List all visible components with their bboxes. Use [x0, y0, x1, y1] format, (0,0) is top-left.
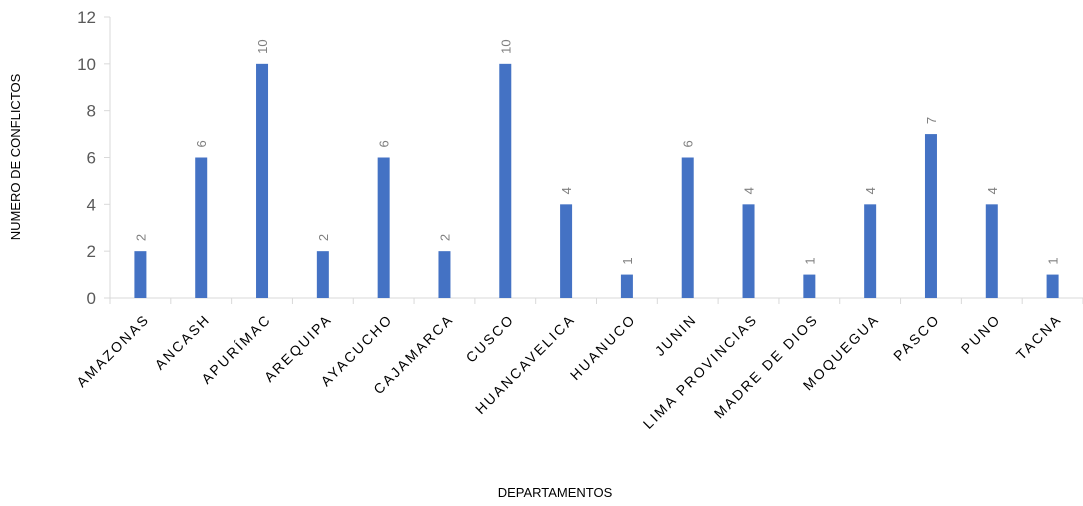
bar — [985, 204, 998, 298]
x-tick-label: MADRE DE DIOS — [711, 311, 822, 422]
bar — [803, 274, 816, 298]
bar — [256, 63, 269, 299]
data-label: 2 — [316, 234, 331, 241]
data-labels: 2 6 10 2 6 2 10 4 1 6 4 1 4 7 4 1 — [133, 39, 1060, 264]
y-axis-ticks: 0 2 4 6 8 10 12 — [77, 8, 110, 308]
data-label: 7 — [924, 117, 939, 124]
x-tick-label: PASCO — [890, 311, 943, 364]
bar — [499, 63, 512, 299]
x-tick-label: PUNO — [958, 311, 1004, 357]
bar — [316, 251, 329, 298]
x-tick-label: AMAZONAS — [73, 311, 152, 390]
bar — [377, 157, 390, 298]
x-axis-title: DEPARTAMENTOS — [498, 485, 613, 500]
bar — [620, 274, 633, 298]
bar — [924, 134, 937, 298]
x-tick-label: ANCASH — [151, 311, 213, 373]
x-tick-label: HUANCAVELICA — [472, 311, 578, 417]
data-label: 10 — [255, 39, 270, 53]
bar — [742, 204, 755, 298]
data-label: 4 — [985, 187, 1000, 194]
x-tick-label: JUNIN — [652, 311, 700, 359]
y-tick-label: 6 — [87, 149, 96, 168]
x-axis-tickmarks — [109, 298, 1083, 304]
y-tick-label: 10 — [77, 55, 96, 74]
x-tick-label: CUSCO — [463, 311, 518, 366]
bar — [1046, 274, 1059, 298]
bars — [134, 63, 1059, 299]
bar — [195, 157, 208, 298]
data-label: 1 — [620, 257, 635, 264]
x-tick-label: LIMA PROVINCIAS — [640, 311, 761, 432]
y-tick-label: 4 — [87, 195, 96, 214]
data-label: 2 — [133, 234, 148, 241]
data-label: 6 — [377, 140, 392, 147]
data-label: 2 — [437, 234, 452, 241]
data-label: 1 — [802, 257, 817, 264]
y-tick-label: 2 — [87, 242, 96, 261]
data-label: 4 — [559, 187, 574, 194]
bar — [560, 204, 573, 298]
data-label: 6 — [194, 140, 209, 147]
data-label: 1 — [1046, 257, 1061, 264]
bar — [681, 157, 694, 298]
data-label: 6 — [681, 140, 696, 147]
y-tick-label: 12 — [77, 8, 96, 27]
y-axis-title: NUMERO DE CONFLICTOS — [8, 73, 23, 240]
x-axis-tick-labels: AMAZONASANCASHAPURÍMACAREQUIPAAYACUCHOCA… — [73, 311, 1065, 432]
y-tick-label: 8 — [87, 102, 96, 121]
data-label: 4 — [863, 187, 878, 194]
bar — [438, 251, 451, 298]
bar — [864, 204, 877, 298]
bar — [134, 251, 147, 298]
data-label: 4 — [742, 187, 757, 194]
x-tick-label: TACNA — [1013, 311, 1065, 363]
y-tick-label: 0 — [87, 289, 96, 308]
data-label: 10 — [498, 39, 513, 53]
